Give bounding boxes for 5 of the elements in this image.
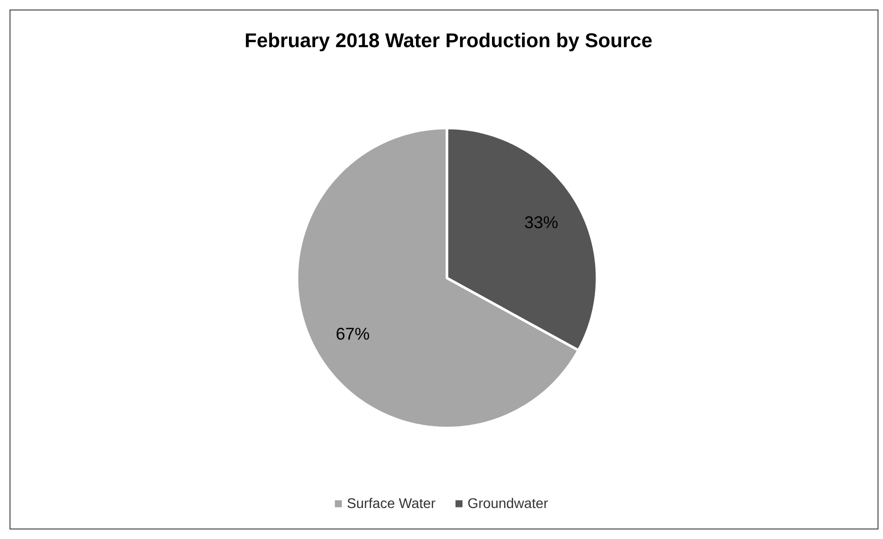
chart-title: February 2018 Water Production by Source [246,32,652,52]
legend-label: Groundwater [468,498,548,508]
data-label: 67% [336,328,370,340]
data-label: 33% [524,216,558,228]
legend-label: Surface Water [348,498,436,508]
